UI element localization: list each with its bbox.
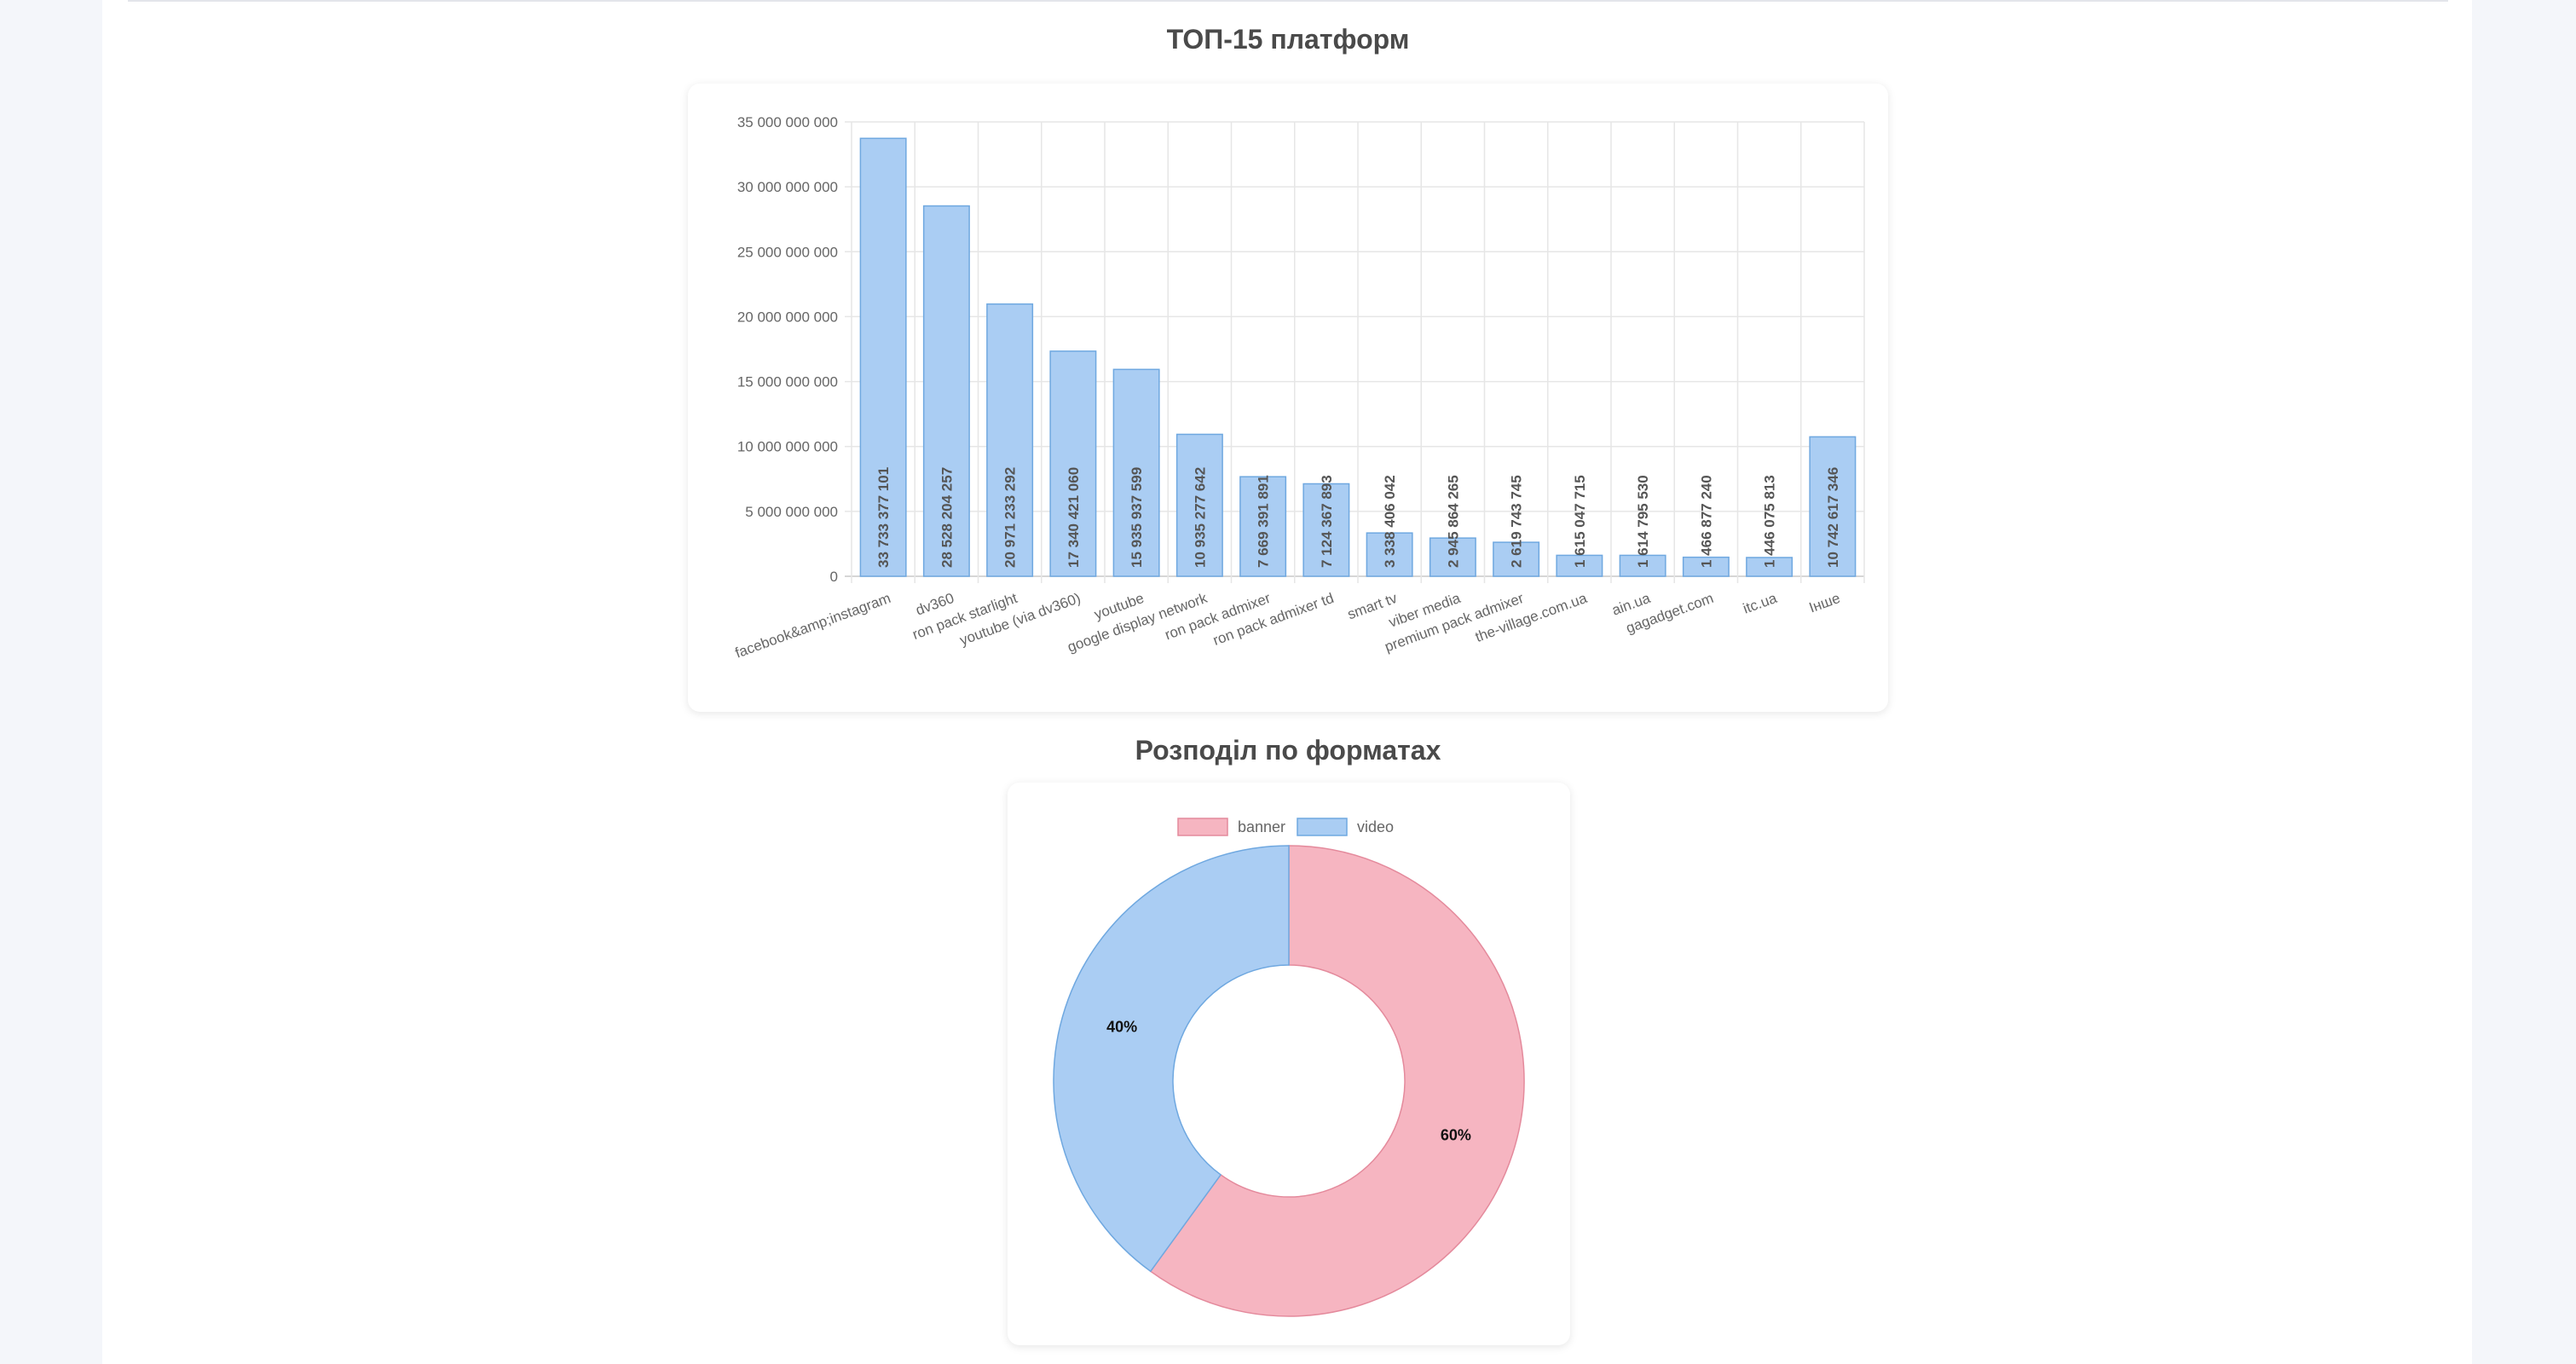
bar[interactable] [1429, 537, 1476, 577]
bar-value-label: 2 945 864 265 [1445, 475, 1461, 568]
bar-value-label: 17 340 421 060 [1066, 467, 1082, 568]
bar[interactable] [1682, 556, 1730, 577]
bar-value-label: 1 614 795 530 [1635, 475, 1651, 568]
legend-label-banner: banner [1238, 818, 1285, 835]
bar-value-label: 3 338 406 042 [1382, 475, 1398, 568]
slice-value-label: 40% [1106, 1018, 1137, 1035]
y-tick-label: 25 000 000 000 [737, 244, 838, 260]
platforms-bar-chart: 0 5 000 000 000 10 000 000 000 15 000 000 0… [733, 114, 1865, 662]
top-divider [128, 0, 2448, 2]
bar-value-label: 1 615 047 715 [1572, 475, 1588, 568]
bar-value-label: 20 971 233 292 [1002, 467, 1019, 568]
bar[interactable] [1049, 350, 1097, 577]
bar-value-label: 10 742 617 346 [1825, 467, 1841, 568]
bar[interactable] [859, 137, 907, 577]
bar[interactable] [986, 303, 1034, 577]
platforms-section-title: ТОП-15 платформ [1166, 24, 1410, 55]
formats-doughnut-chart: banner video 60% 40% [1053, 818, 1525, 1317]
platforms-chart-card: 0 5 000 000 000 10 000 000 000 15 000 000 0… [688, 84, 1888, 712]
y-tick-label: 10 000 000 000 [737, 439, 838, 455]
bar-value-label: 28 528 204 257 [939, 467, 955, 568]
formats-section-title: Розподіл по форматах [1135, 735, 1441, 766]
bar[interactable] [1302, 483, 1350, 577]
bar[interactable] [1175, 433, 1223, 577]
slice-video[interactable] [1053, 845, 1290, 1273]
bar-value-label: 7 669 391 891 [1256, 475, 1272, 568]
bar-value-label: 2 619 743 745 [1509, 475, 1525, 568]
y-tick-label: 15 000 000 000 [737, 374, 838, 390]
x-tick-label: facebook&amp;instagram [733, 590, 893, 662]
bar[interactable] [1239, 476, 1287, 577]
y-tick-label: 35 000 000 000 [737, 114, 838, 130]
bar[interactable] [1493, 541, 1540, 577]
x-tick-label: Інше [1807, 590, 1842, 616]
y-tick-label: 5 000 000 000 [745, 504, 838, 520]
bar-value-label: 1 466 877 240 [1698, 475, 1714, 568]
legend-swatch-banner[interactable] [1177, 818, 1228, 836]
bar-value-label: 7 124 367 893 [1319, 475, 1335, 568]
bar-value-label: 1 446 075 813 [1762, 475, 1778, 568]
y-tick-label: 20 000 000 000 [737, 309, 838, 325]
x-tick-label: itc.ua [1741, 590, 1779, 617]
bar-value-label: 33 733 377 101 [875, 467, 892, 568]
legend-swatch-video[interactable] [1297, 818, 1348, 836]
bar[interactable] [1366, 532, 1413, 577]
formats-chart-card: banner video 60% 40% [1008, 783, 1570, 1345]
bar-value-label: 15 935 937 599 [1129, 467, 1145, 568]
y-tick-label: 0 [830, 569, 838, 585]
slice-value-label: 60% [1441, 1127, 1471, 1144]
bar[interactable] [1746, 557, 1793, 577]
slice-banner[interactable] [1149, 845, 1525, 1317]
bar[interactable] [1112, 368, 1160, 577]
y-tick-label: 30 000 000 000 [737, 179, 838, 195]
legend-label-video: video [1357, 818, 1394, 835]
bar[interactable] [1809, 436, 1857, 577]
bar-value-label: 10 935 277 642 [1192, 467, 1208, 568]
bar[interactable] [1619, 554, 1666, 577]
bar[interactable] [922, 205, 970, 577]
bar[interactable] [1556, 554, 1603, 577]
